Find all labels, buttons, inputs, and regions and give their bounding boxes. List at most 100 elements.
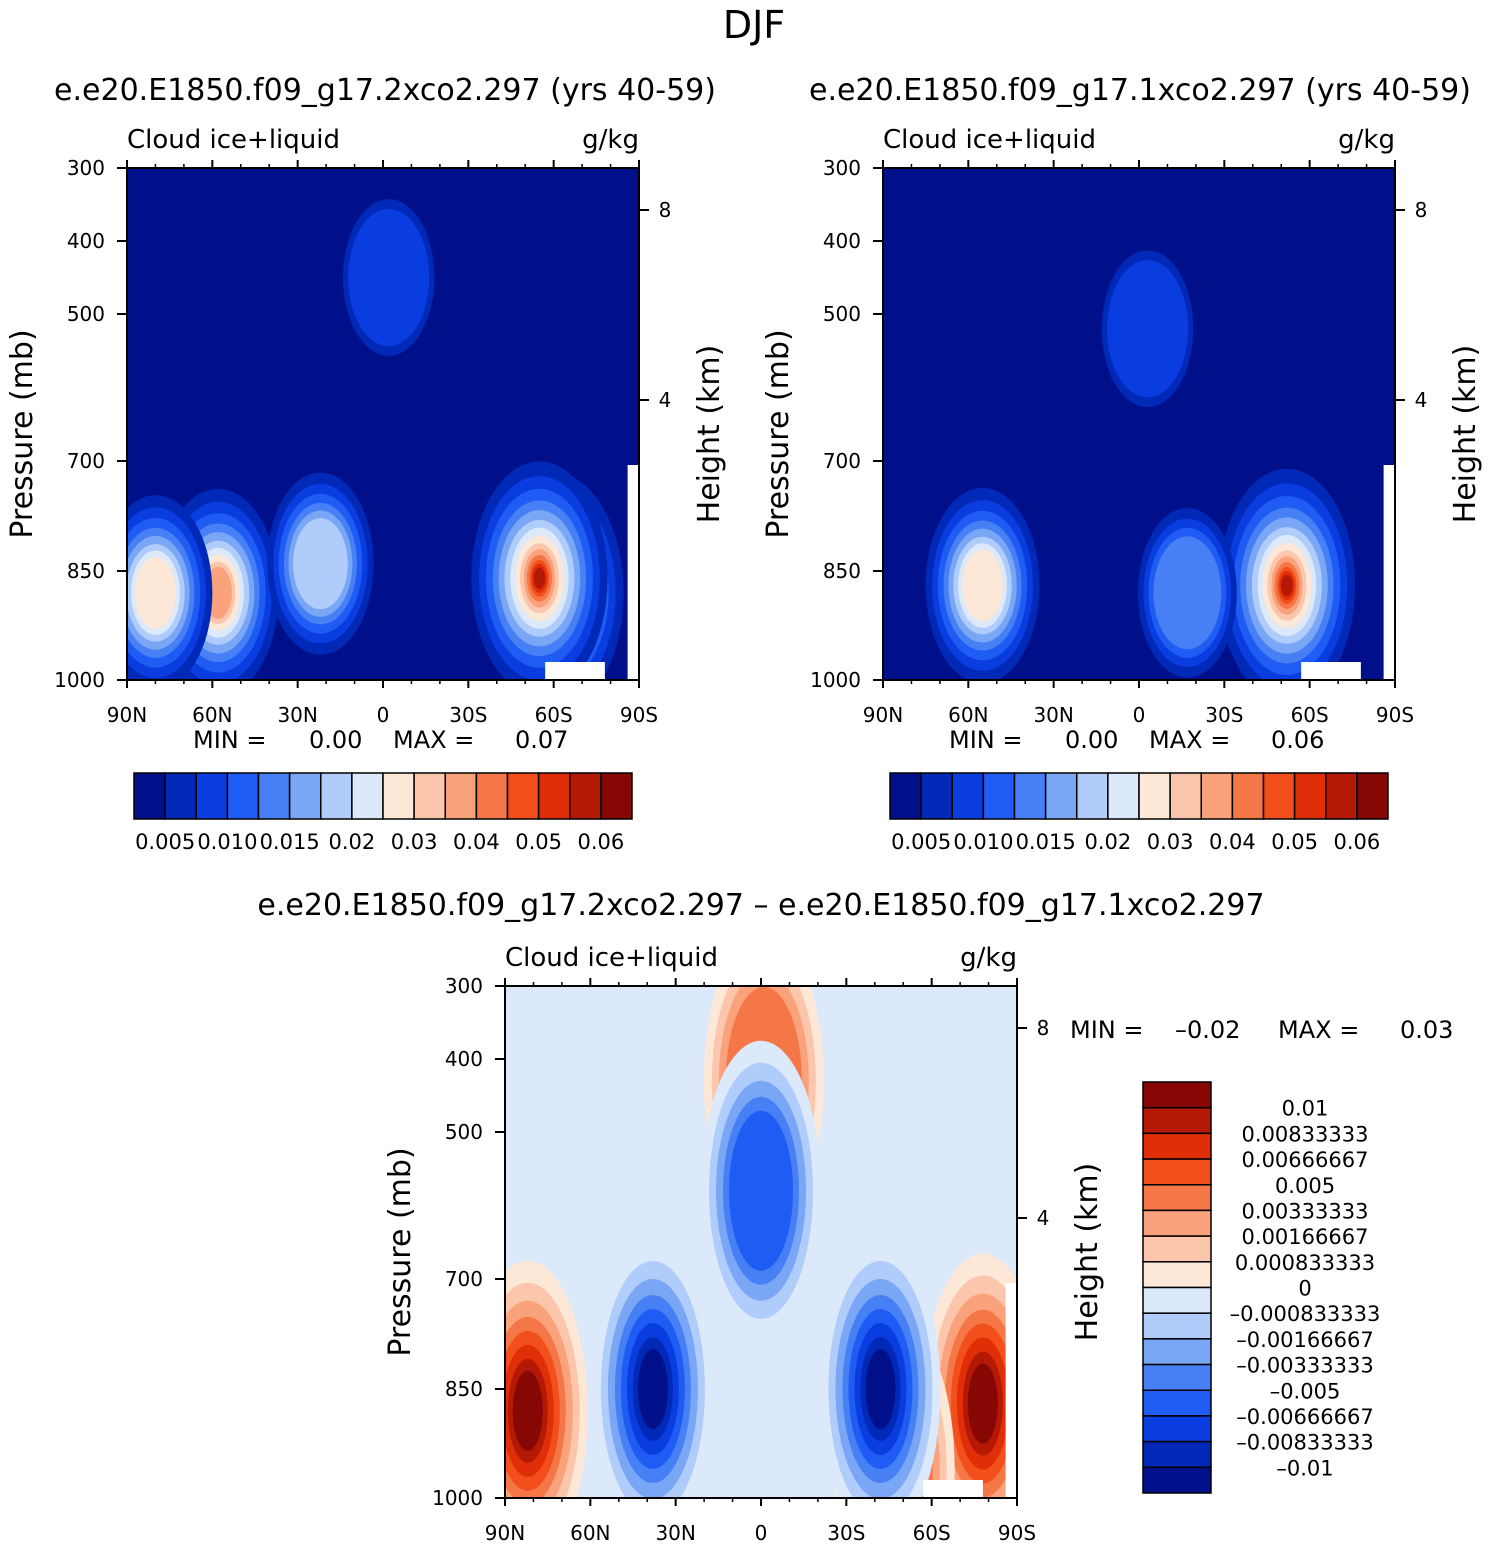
variable-label: Cloud ice+liquid bbox=[505, 943, 718, 973]
y-tick-label: 700 bbox=[67, 449, 105, 473]
contour-level bbox=[533, 567, 546, 589]
x-tick-label: 60N bbox=[192, 703, 232, 727]
colorbar-box bbox=[506, 772, 540, 820]
colorbar-box bbox=[1044, 772, 1078, 820]
missing-data-patch bbox=[545, 662, 605, 680]
max-label: MAX = bbox=[393, 726, 474, 754]
panel-2: e.e20.E1850.f09_g17.1xco2.297 (yrs 40-59… bbox=[761, 73, 1483, 854]
colorbar-box bbox=[288, 772, 322, 820]
colorbar-box bbox=[1200, 772, 1234, 820]
colorbar-label: 0.03 bbox=[1147, 830, 1194, 854]
x-tick-label: 90S bbox=[998, 1521, 1036, 1545]
colorbar-box bbox=[1142, 1466, 1212, 1494]
contour-level bbox=[637, 1349, 668, 1429]
height-tick-label: 4 bbox=[1037, 1206, 1050, 1230]
colorbar-box bbox=[1142, 1286, 1212, 1314]
contour-level bbox=[293, 518, 348, 610]
missing-data-patch bbox=[923, 1480, 983, 1498]
panel-title: e.e20.E1850.f09_g17.2xco2.297 – e.e20.E1… bbox=[257, 888, 1264, 923]
x-tick-label: 60N bbox=[948, 703, 988, 727]
y-tick-label: 500 bbox=[445, 1120, 483, 1144]
colorbar-box bbox=[1013, 772, 1047, 820]
units-label: g/kg bbox=[960, 943, 1017, 973]
colorbar-box bbox=[1169, 772, 1202, 820]
x-tick-label: 90S bbox=[620, 703, 658, 727]
colorbar-box bbox=[1142, 1261, 1212, 1289]
contour-level bbox=[1107, 260, 1189, 398]
contour-level bbox=[1153, 536, 1222, 650]
x-tick-label: 90N bbox=[485, 1521, 525, 1545]
colorbar-box bbox=[1142, 1415, 1212, 1443]
x-tick-label: 60S bbox=[913, 1521, 951, 1545]
colorbar-box bbox=[569, 772, 602, 820]
colorbar: 0.005 0.010 0.015 0.02 0.03 0.04 0.05 0.06 bbox=[133, 772, 633, 854]
colorbar-label: 0.02 bbox=[328, 830, 375, 854]
min-label: MIN = bbox=[949, 726, 1022, 754]
colorbar-box bbox=[982, 772, 1016, 820]
x-tick-label: 60S bbox=[535, 703, 573, 727]
colorbar-label: 0.06 bbox=[1333, 830, 1380, 854]
colorbar-box bbox=[1325, 772, 1358, 820]
x-tick-label: 30S bbox=[827, 1521, 865, 1545]
panel-3: e.e20.E1850.f09_g17.2xco2.297 – e.e20.E1… bbox=[257, 888, 1453, 1545]
min-label: MIN = bbox=[1070, 1016, 1143, 1044]
colorbar-label: 0.03 bbox=[391, 830, 438, 854]
colorbar-box bbox=[1142, 1389, 1212, 1417]
y-tick-label: 400 bbox=[823, 229, 861, 253]
contour-field bbox=[505, 986, 1017, 1498]
colorbar-box bbox=[1142, 1312, 1212, 1340]
height-tick-label: 8 bbox=[1415, 198, 1428, 222]
y-tick-label: 400 bbox=[445, 1047, 483, 1071]
contour-level bbox=[512, 1370, 543, 1451]
height-tick-label: 4 bbox=[1415, 388, 1428, 412]
colorbar-box bbox=[164, 772, 197, 820]
colorbar-box bbox=[413, 772, 446, 820]
colorbar-label: 0.00166667 bbox=[1242, 1225, 1369, 1249]
x-tick-label: 0 bbox=[1133, 703, 1146, 727]
x-tick-label: 90S bbox=[1376, 703, 1414, 727]
colorbar-box bbox=[1138, 772, 1171, 820]
colorbar-box bbox=[920, 772, 953, 820]
x-tick-label: 0 bbox=[377, 703, 390, 727]
colorbar-label: 0.00333333 bbox=[1242, 1199, 1369, 1223]
colorbar-label: 0.015 bbox=[1016, 830, 1076, 854]
colorbar-label: 0.05 bbox=[1271, 830, 1318, 854]
colorbar-box bbox=[1076, 772, 1109, 820]
colorbar-box bbox=[475, 772, 509, 820]
colorbar: 0.010.008333330.006666670.0050.003333330… bbox=[1142, 1081, 1380, 1494]
colorbar-label: 0 bbox=[1298, 1277, 1311, 1301]
colorbar-label: 0.010 bbox=[953, 830, 1013, 854]
colorbar-box bbox=[195, 772, 229, 820]
y-tick-label: 400 bbox=[67, 229, 105, 253]
y-tick-label: 850 bbox=[67, 559, 105, 583]
contour-level bbox=[865, 1349, 896, 1429]
variable-label: Cloud ice+liquid bbox=[883, 125, 1096, 155]
min-value: 0.00 bbox=[1065, 726, 1118, 754]
height-tick-label: 8 bbox=[659, 198, 672, 222]
x-tick-label: 90N bbox=[107, 703, 147, 727]
colorbar-box bbox=[1142, 1440, 1212, 1469]
colorbar-box bbox=[1293, 772, 1327, 820]
contour-level bbox=[348, 208, 430, 347]
colorbar-box bbox=[1142, 1209, 1212, 1237]
colorbar-box bbox=[351, 772, 384, 820]
min-label: MIN = bbox=[193, 726, 266, 754]
y-tick-label: 1000 bbox=[810, 668, 861, 692]
colorbar-box bbox=[1142, 1132, 1212, 1160]
y-axis-label: Pressure (mb) bbox=[761, 329, 796, 538]
colorbar-label: 0.00833333 bbox=[1242, 1122, 1369, 1146]
colorbar-label: 0.04 bbox=[1209, 830, 1256, 854]
colorbar: 0.005 0.010 0.015 0.02 0.03 0.04 0.05 0.06 bbox=[889, 772, 1389, 854]
y-tick-label: 300 bbox=[445, 974, 483, 998]
height-axis-label: Height (km) bbox=[1070, 1163, 1105, 1342]
x-tick-label: 60S bbox=[1291, 703, 1329, 727]
max-value: 0.03 bbox=[1400, 1016, 1453, 1044]
panel-1: e.e20.E1850.f09_g17.2xco2.297 (yrs 40-59… bbox=[5, 73, 727, 854]
x-tick-label: 30N bbox=[1033, 703, 1073, 727]
y-tick-label: 700 bbox=[823, 449, 861, 473]
colorbar-label: 0.00666667 bbox=[1242, 1148, 1369, 1172]
colorbar-label: –0.005 bbox=[1270, 1379, 1341, 1403]
colorbar-box bbox=[226, 772, 260, 820]
max-label: MAX = bbox=[1149, 726, 1230, 754]
